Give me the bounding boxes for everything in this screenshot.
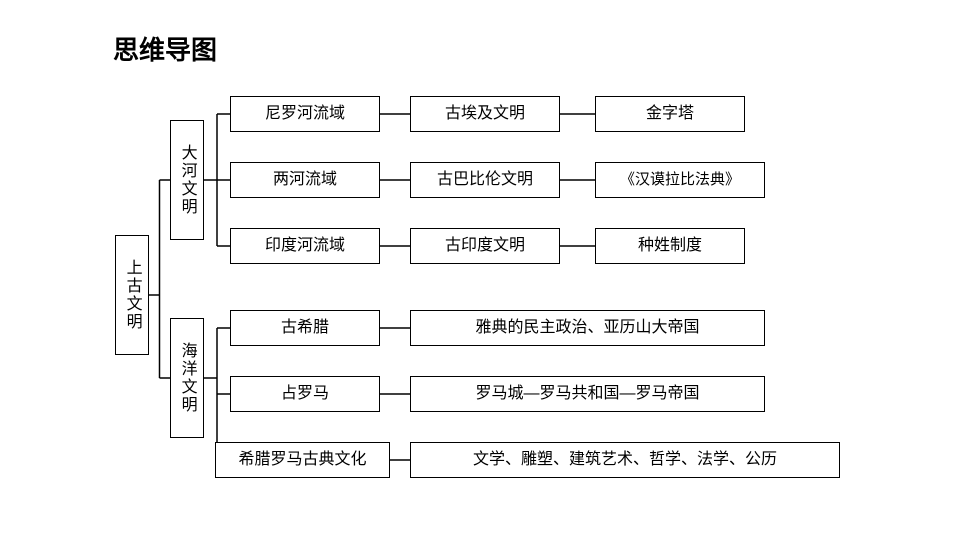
node-o1a: 古希腊 [230, 310, 380, 346]
node-r3a: 印度河流域 [230, 228, 380, 264]
node-river: 大河文明 [170, 120, 204, 240]
node-o2b: 罗马城—罗马共和国—罗马帝国 [410, 376, 765, 412]
node-ocean: 海洋文明 [170, 318, 204, 438]
node-r2b: 古巴比伦文明 [410, 162, 560, 198]
node-o3a: 希腊罗马古典文化 [215, 442, 390, 478]
node-r2c: 《汉谟拉比法典》 [595, 162, 765, 198]
node-r1a: 尼罗河流域 [230, 96, 380, 132]
page-title: 思维导图 [113, 30, 217, 67]
node-r2a: 两河流域 [230, 162, 380, 198]
node-r3c: 种姓制度 [595, 228, 745, 264]
node-r1b: 古埃及文明 [410, 96, 560, 132]
node-r1c: 金字塔 [595, 96, 745, 132]
node-r3b: 古印度文明 [410, 228, 560, 264]
node-root: 上古文明 [115, 235, 149, 355]
node-o1b: 雅典的民主政治、亚历山大帝国 [410, 310, 765, 346]
node-o3b: 文学、雕塑、建筑艺术、哲学、法学、公历 [410, 442, 840, 478]
node-o2a: 占罗马 [230, 376, 380, 412]
